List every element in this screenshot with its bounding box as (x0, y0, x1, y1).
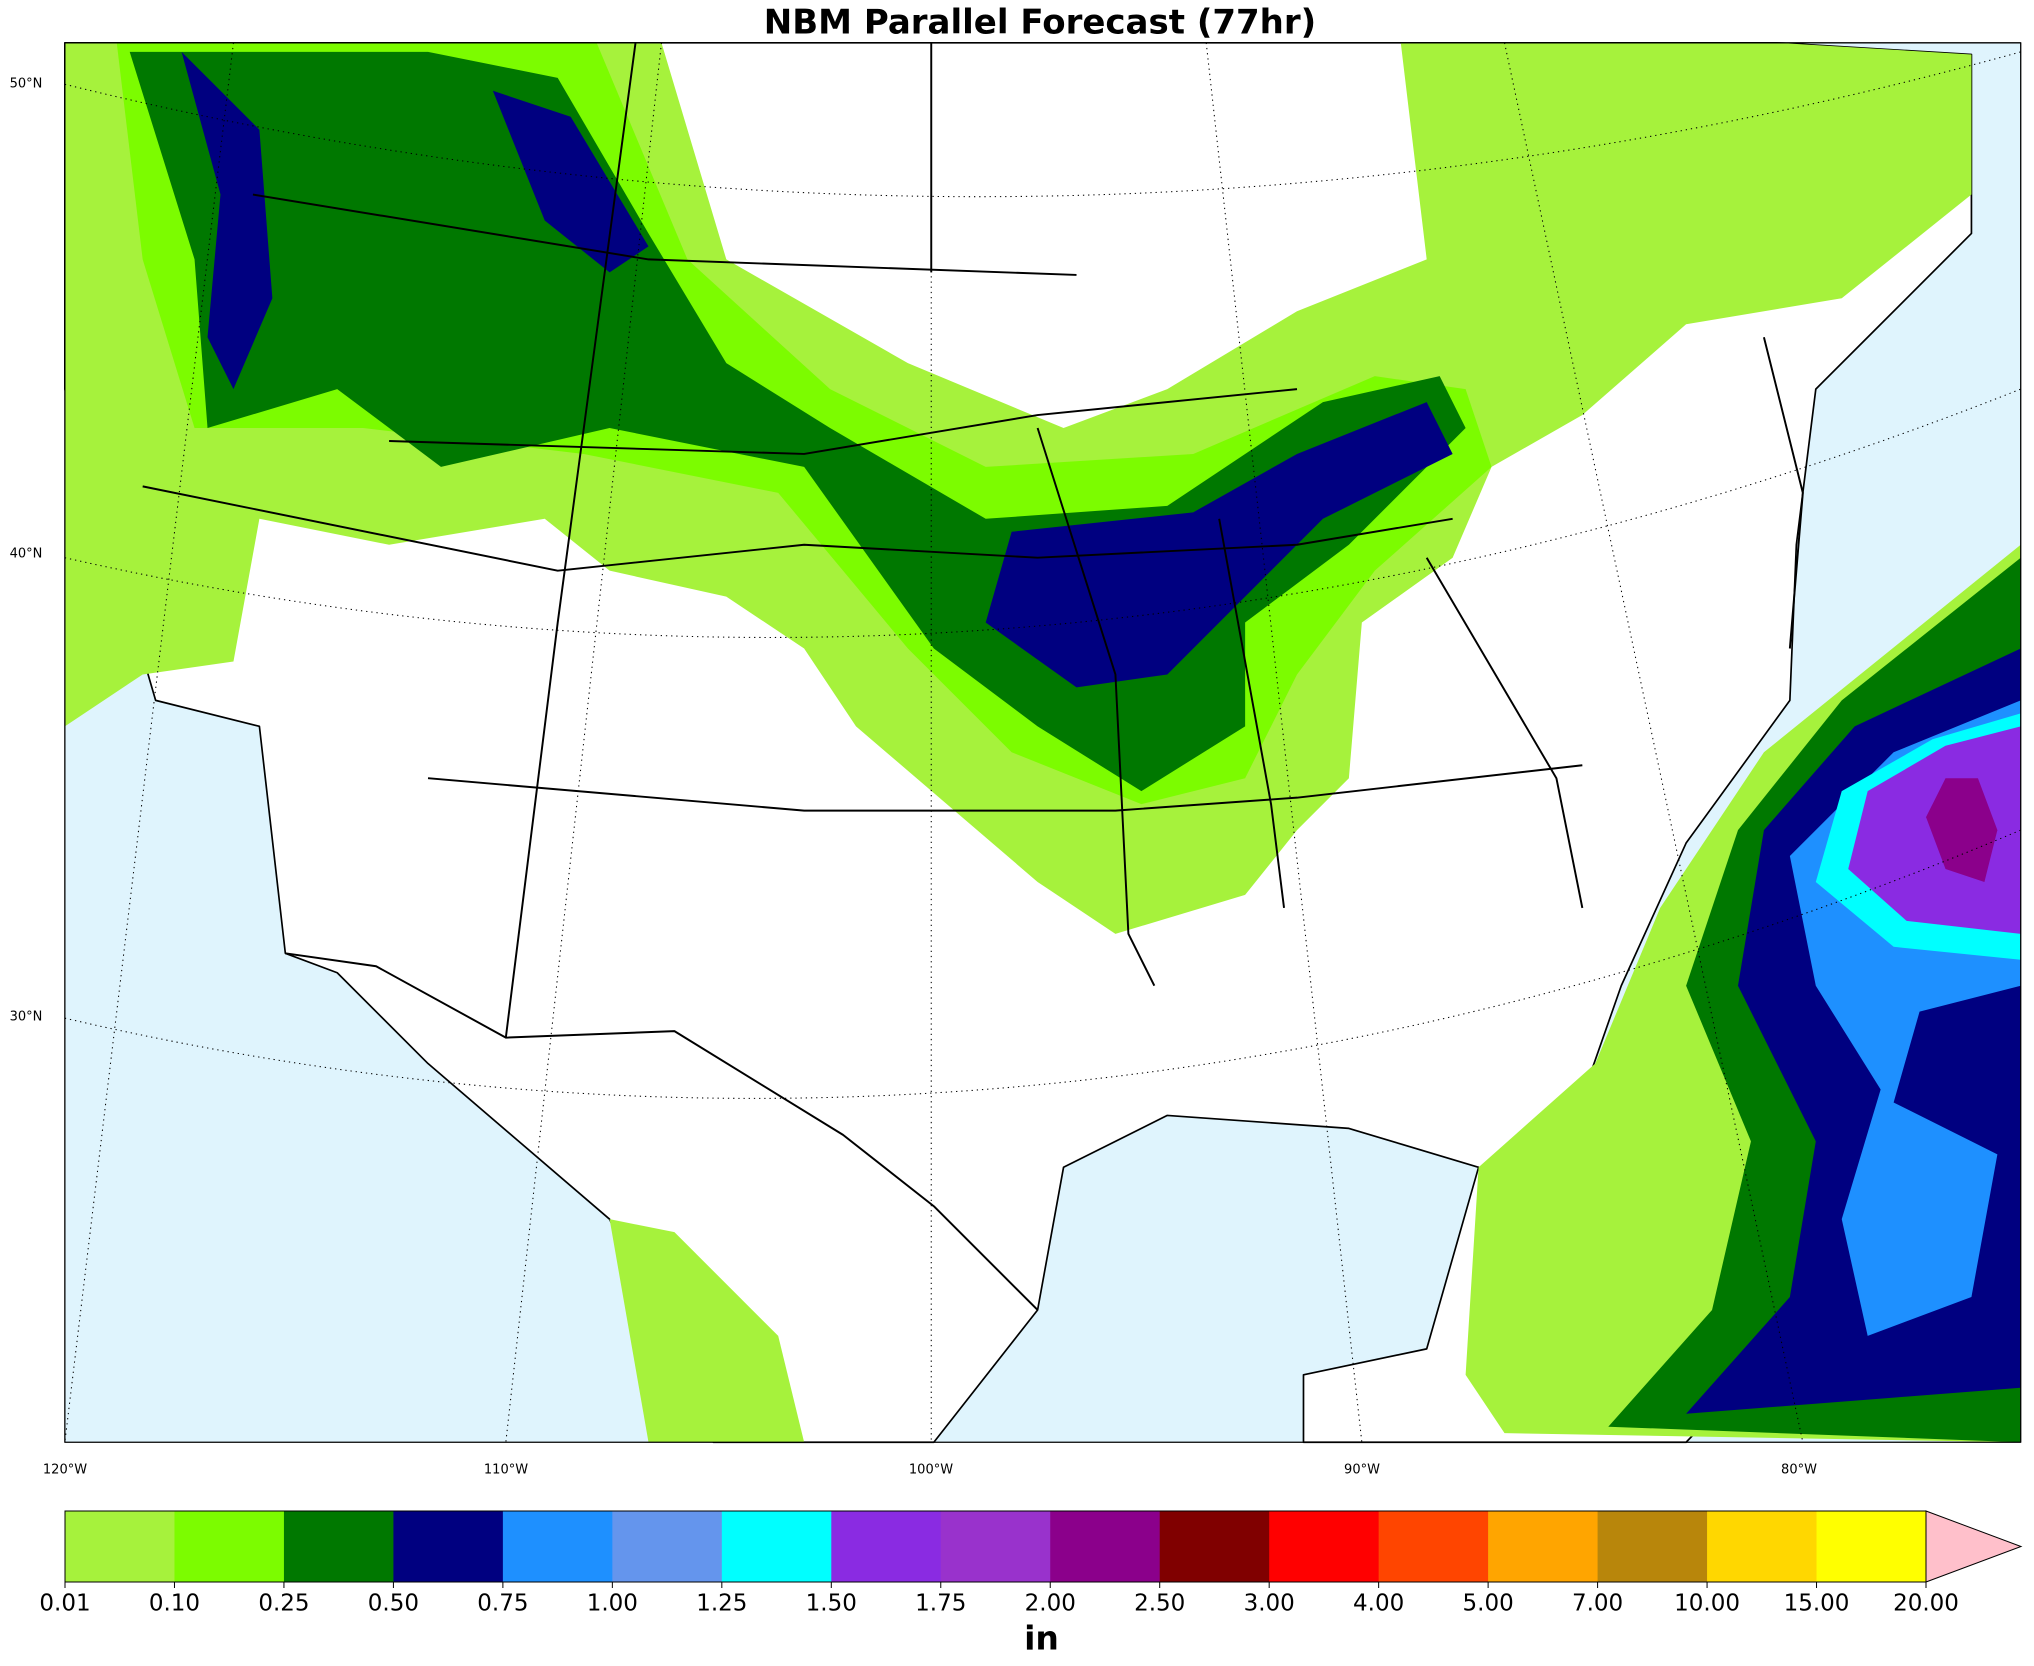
colorbar-bin (65, 1511, 175, 1582)
colorbar-bin (721, 1511, 832, 1582)
lat-label: 50°N (10, 77, 43, 92)
lat-label: 30°N (10, 1010, 43, 1025)
colorbar-tick-label: 4.00 (1353, 1591, 1404, 1617)
colorbar-bin (940, 1511, 1051, 1582)
colorbar-bin (1597, 1511, 1708, 1582)
colorbar-bin (1269, 1511, 1380, 1582)
colorbar-tick-label: 1.75 (915, 1591, 966, 1617)
colorbar-tick-label: 20.00 (1893, 1591, 1959, 1617)
colorbar-bin (612, 1511, 723, 1582)
colorbar-bin (1378, 1511, 1489, 1582)
graticule (64, 42, 2021, 1443)
colorbar-frame (64, 1510, 1927, 1583)
colorbar-tick-label: 1.00 (587, 1591, 638, 1617)
colorbar-tick-label: 1.50 (806, 1591, 857, 1617)
colorbar-bin (1816, 1511, 1927, 1582)
colorbar-tick-label: 15.00 (1784, 1591, 1850, 1617)
lon-label: 110°W (484, 1463, 528, 1478)
map-title: NBM Parallel Forecast (77hr) (764, 3, 1316, 43)
borders (142, 42, 1804, 1311)
lon-label: 100°W (909, 1463, 953, 1478)
colorbar-bin (393, 1511, 504, 1582)
colorbar-bin (283, 1511, 394, 1582)
colorbar-bin (1159, 1511, 1270, 1582)
colorbar-tick-label: 2.50 (1134, 1591, 1185, 1617)
lon-label: 90°W (1344, 1463, 1380, 1478)
colorbar-tick-label: 10.00 (1674, 1591, 1740, 1617)
colorbar-bin (831, 1511, 942, 1582)
colorbar-extend (1925, 1510, 2023, 1583)
lon-label: 120°W (43, 1463, 87, 1478)
colorbar-tick-label: 0.25 (258, 1591, 309, 1617)
colorbar-tick-label: 0.10 (149, 1591, 200, 1617)
colorbar-tick-label: 1.25 (696, 1591, 747, 1617)
lat-label: 40°N (10, 547, 43, 562)
colorbar-unit: in (1024, 1619, 1059, 1658)
colorbar-bin (1707, 1511, 1818, 1582)
map-frame (64, 42, 2022, 1443)
precip-light (609, 1219, 805, 1443)
colorbar-tick-label: 3.00 (1244, 1591, 1295, 1617)
colorbar-tick-label: 0.01 (39, 1591, 90, 1617)
colorbar-tick-label: 7.00 (1572, 1591, 1623, 1617)
colorbar-bin (1488, 1511, 1599, 1582)
colorbar-tick-label: 5.00 (1463, 1591, 1514, 1617)
colorbar-tick-label: 2.00 (1025, 1591, 1076, 1617)
precip-storm (1926, 778, 1998, 882)
colorbar-bin (174, 1511, 285, 1582)
precip-xheavy (181, 51, 1453, 688)
colorbar-tick-label: 0.75 (477, 1591, 528, 1617)
colorbar-bin (502, 1511, 613, 1582)
map (64, 41, 2022, 1444)
colorbar-tick-label: 0.50 (368, 1591, 419, 1617)
lon-label: 80°W (1781, 1463, 1817, 1478)
colorbar-bin (1050, 1511, 1161, 1582)
